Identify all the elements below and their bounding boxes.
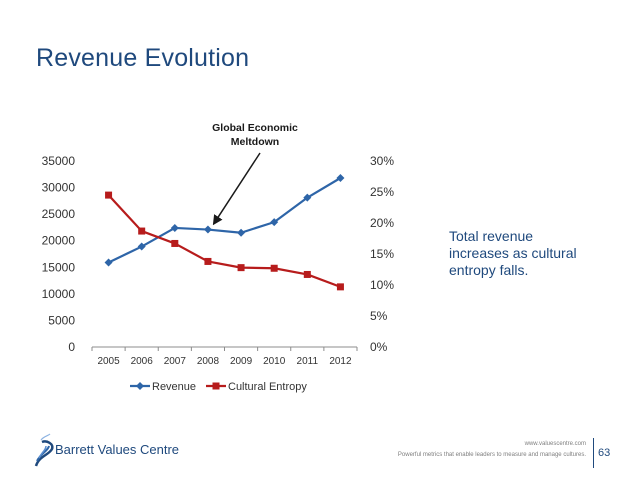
side-note-line-1: Total revenue — [449, 228, 534, 244]
y-left-tick-label: 25000 — [42, 207, 76, 221]
logo-text: Barrett Values Centre — [55, 442, 180, 457]
footer-tagline: Powerful metrics that enable leaders to … — [397, 452, 586, 458]
entropy-point — [303, 270, 311, 278]
revenue-point — [203, 225, 212, 234]
y-right-tick-label: 30% — [370, 154, 394, 168]
annotation-label: Meltdown — [231, 136, 279, 148]
y-left-tick-label: 5000 — [48, 313, 75, 327]
y-right-tick-label: 20% — [370, 216, 394, 230]
entropy-point — [138, 227, 146, 235]
y-left-tick-label: 0 — [68, 340, 75, 354]
footer-url: www.valuescentre.com — [524, 441, 586, 447]
revenue-point — [237, 228, 246, 237]
x-tick-label: 2005 — [97, 356, 120, 367]
entropy-point — [171, 239, 179, 247]
revenue-point — [336, 174, 345, 183]
side-note-line-2: increases as cultural — [449, 245, 577, 261]
revenue-point — [303, 193, 312, 202]
revenue-point — [104, 258, 113, 267]
x-tick-label: 2007 — [164, 356, 187, 367]
y-right-tick-label: 25% — [370, 185, 394, 199]
footer-divider — [593, 438, 594, 468]
x-tick-label: 2009 — [230, 356, 253, 367]
legend-marker — [136, 382, 144, 390]
entropy-line — [107, 194, 341, 288]
y-right-tick-label: 0% — [370, 340, 388, 354]
annotation-arrow — [212, 152, 261, 226]
entropy-point — [336, 283, 344, 291]
x-tick-label: 2010 — [263, 356, 286, 367]
entropy-point — [237, 264, 245, 272]
legend-marker — [212, 382, 220, 390]
x-tick-label: 2008 — [197, 356, 220, 367]
y-right-tick-label: 10% — [370, 278, 394, 292]
revenue-point — [170, 223, 179, 232]
legend-label: Revenue — [152, 381, 196, 393]
y-left-tick-label: 10000 — [42, 287, 76, 301]
legend-label: Cultural Entropy — [228, 381, 307, 393]
entropy-point — [105, 191, 113, 199]
entropy-point — [270, 264, 278, 272]
y-left-tick-label: 15000 — [42, 260, 76, 274]
revenue-point — [137, 242, 146, 251]
entropy-point — [204, 257, 212, 265]
page-number: 63 — [598, 447, 611, 459]
slide-title: Revenue Evolution — [36, 44, 250, 72]
y-left-tick-label: 30000 — [42, 181, 76, 195]
x-tick-label: 2006 — [131, 356, 154, 367]
x-tick-label: 2012 — [329, 356, 352, 367]
y-right-tick-label: 15% — [370, 247, 394, 261]
y-left-tick-label: 20000 — [42, 234, 76, 248]
annotation-label: Global Economic — [212, 122, 298, 134]
x-tick-label: 2011 — [297, 356, 319, 367]
side-note: Total revenue increases as cultural entr… — [449, 228, 599, 279]
revenue-point — [270, 218, 279, 227]
revenue-line — [108, 177, 341, 264]
barrett-logo: Barrett Values Centre — [33, 431, 183, 471]
y-right-tick-label: 5% — [370, 309, 388, 323]
logo-swirl-icon — [34, 433, 54, 467]
y-left-tick-label: 35000 — [42, 154, 76, 168]
side-note-line-3: entropy falls. — [449, 262, 529, 278]
